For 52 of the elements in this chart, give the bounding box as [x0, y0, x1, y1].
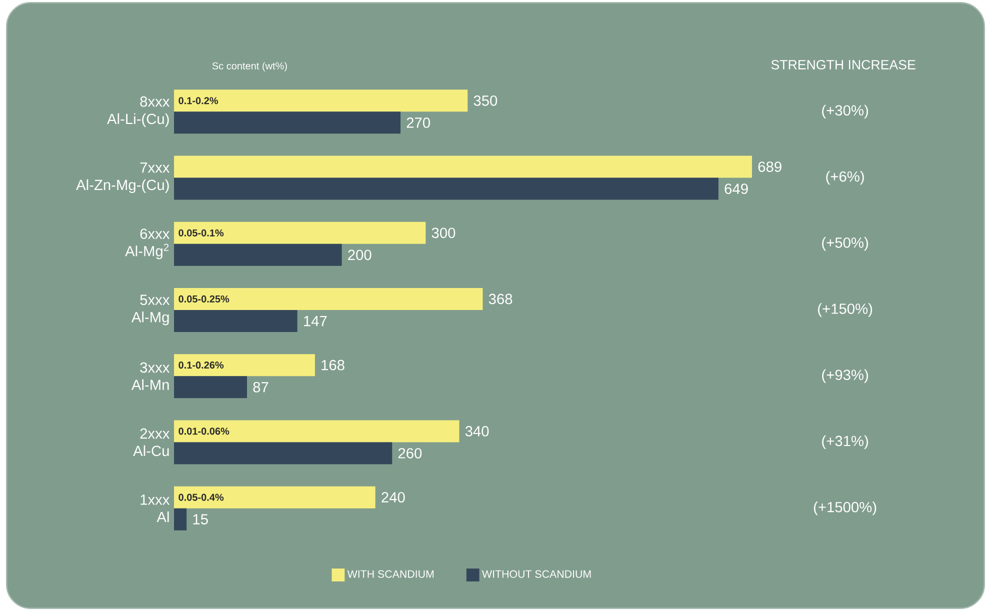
legend-label: WITH SCANDIUM [347, 570, 434, 578]
data-label: 368 [488, 294, 512, 304]
bar [174, 442, 392, 464]
bar [174, 508, 187, 530]
bar [174, 244, 342, 266]
data-label: 649 [724, 184, 748, 194]
bar [174, 376, 247, 398]
data-label: 200 [348, 250, 372, 260]
data-label: 260 [398, 448, 422, 458]
text: (+6%) [826, 170, 864, 185]
data-label: 87 [253, 382, 268, 392]
y-tick-label: 5xxx Al-Mg [131, 294, 170, 326]
bar [174, 354, 315, 376]
text: (+150%) [818, 303, 872, 317]
data-label: 689 [758, 162, 782, 172]
bar [174, 288, 483, 310]
annotation: 0.1-0.2% [178, 97, 218, 104]
data-label: 300 [432, 228, 456, 238]
bar [174, 90, 468, 112]
y-tick-label: 2xxx Al-Cu [133, 428, 170, 456]
bar [174, 486, 376, 508]
annotation: 0.01-0.06% [178, 428, 230, 435]
data-label: 270 [406, 118, 430, 128]
data-label: 340 [465, 426, 489, 436]
data-label: 147 [304, 316, 327, 326]
bar [174, 420, 460, 442]
data-label: 168 [322, 360, 344, 370]
legend-label: WITHOUT SCANDIUM [482, 570, 591, 578]
text: (+1500%) [814, 502, 876, 516]
text: (+93%) [822, 369, 868, 383]
y-tick-label: 8xxx Al-Li-(Cu) [107, 96, 170, 127]
bar [174, 178, 718, 200]
data-label: 350 [474, 95, 498, 106]
text: (+50%) [822, 237, 868, 251]
y-tick-label: 7xxx Al-Zn-Mg-(Cu) [76, 162, 170, 194]
bar [174, 222, 426, 244]
text: (+30%) [822, 104, 868, 118]
annotation: 0.1-0.26% [178, 362, 224, 369]
annotation: 0.05-0.1% [178, 229, 224, 236]
data-label: 15 [193, 514, 208, 524]
text: (+31%) [822, 435, 868, 450]
bar [174, 310, 298, 332]
bar [174, 112, 401, 134]
annotation: 0.05-0.25% [178, 295, 230, 303]
y-tick-label: 1xxx Al [140, 494, 170, 522]
text: Sc content (wt%) [212, 62, 287, 72]
annotation: 0.05-0.4% [178, 494, 224, 501]
text: STRENGTH INCREASE [771, 60, 916, 70]
data-label: 240 [382, 492, 405, 503]
bar [174, 156, 752, 178]
y-tick-label: 6xxx Al-Mg$^{2}$ [125, 228, 170, 260]
y-tick-label: 3xxx Al-Mn [131, 362, 170, 390]
